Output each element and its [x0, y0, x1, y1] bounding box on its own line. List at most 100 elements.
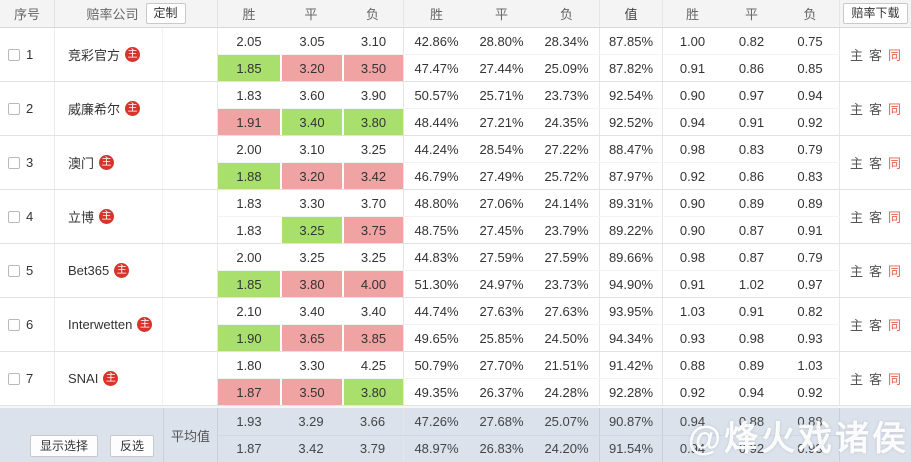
odds-cell: 2.10: [236, 303, 262, 319]
odds-cell: 1.88: [218, 163, 280, 189]
row-checkbox[interactable]: [8, 318, 20, 331]
company-cell[interactable]: 威廉希尔 主: [55, 82, 163, 135]
link-home[interactable]: 主: [849, 264, 863, 279]
average-footer: 显示选择 反选 平均值 1.93 3.29 3.66 47.26% 27.68%…: [0, 408, 911, 462]
value-cell: 92.54%: [600, 82, 663, 108]
value-cell: 93.95%: [600, 298, 663, 324]
row-checkbox[interactable]: [8, 156, 20, 169]
link-home[interactable]: 主: [849, 372, 863, 387]
kelly-cell: 0.79: [781, 136, 840, 162]
odds-cell: 3.10: [342, 28, 404, 54]
row-checkbox[interactable]: [8, 372, 20, 385]
row-checkbox[interactable]: [8, 48, 20, 61]
average-line: 1.93 3.29 3.66 47.26% 27.68% 25.07% 90.8…: [218, 408, 840, 436]
customize-button[interactable]: 定制: [145, 3, 186, 24]
invert-selection-button[interactable]: 反选: [110, 434, 155, 457]
home-badge: 主: [137, 317, 153, 332]
value-cell: 87.82%: [600, 55, 663, 81]
company-cell[interactable]: Bet365 主: [55, 244, 163, 297]
odds-line: 1.91 3.40 3.80 48.44% 27.21% 24.35% 92.5…: [218, 109, 840, 135]
link-same[interactable]: 同: [888, 48, 902, 63]
link-away[interactable]: 客: [868, 210, 882, 225]
link-home[interactable]: 主: [849, 48, 863, 63]
prob-cell: 27.21%: [479, 114, 524, 130]
kelly-cell: 0.82: [738, 33, 765, 49]
odds-cell: 3.60: [280, 82, 342, 108]
link-away[interactable]: 客: [868, 48, 882, 63]
table-row: 3 澳门 主 2.00 3.10 3.25 44.24% 28.54% 27.2…: [0, 136, 911, 190]
company-cell[interactable]: SNAI 主: [55, 352, 163, 405]
odds-cell: 3.80: [280, 271, 342, 297]
avg-odds-cell: 1.87: [236, 441, 262, 457]
link-away[interactable]: 客: [868, 264, 882, 279]
prob-cell: 27.59%: [534, 244, 600, 270]
home-badge: 主: [99, 209, 115, 224]
prob-cell: 27.59%: [479, 249, 524, 265]
prob-cell: 51.30%: [414, 276, 459, 292]
odds-cell: 2.05: [236, 33, 262, 49]
odds-lines: 1.83 3.60 3.90 50.57% 25.71% 23.73% 92.5…: [218, 82, 840, 135]
link-home[interactable]: 主: [849, 210, 863, 225]
link-same[interactable]: 同: [888, 156, 902, 171]
header-odds-col: 胜: [242, 7, 256, 22]
link-same[interactable]: 同: [888, 102, 902, 117]
row-checkbox[interactable]: [8, 264, 20, 277]
odds-line: 1.83 3.30 3.70 48.80% 27.06% 24.14% 89.3…: [218, 190, 840, 217]
odds-cell: 3.85: [342, 325, 404, 351]
kelly-cell: 1.00: [679, 33, 706, 49]
header-download: 赔率下载: [840, 0, 911, 27]
row-links-cell: 主 客 同: [840, 82, 911, 135]
company-cell[interactable]: 竞彩官方 主: [55, 28, 163, 81]
row-checkbox[interactable]: [8, 210, 20, 223]
link-home[interactable]: 主: [849, 102, 863, 117]
row-seq-cell: 4: [0, 190, 55, 243]
partial-row: [0, 406, 911, 408]
link-away[interactable]: 客: [868, 102, 882, 117]
link-same[interactable]: 同: [888, 372, 902, 387]
prob-cell: 24.35%: [534, 109, 600, 135]
kelly-cell: 0.91: [738, 114, 765, 130]
kelly-cell: 0.83: [781, 163, 840, 189]
company-cell[interactable]: Interwetten 主: [55, 298, 163, 351]
odds-cell: 1.83: [236, 87, 262, 103]
home-badge: 主: [125, 101, 141, 116]
odds-download-button[interactable]: 赔率下载: [843, 3, 908, 24]
prob-cell: 49.35%: [414, 384, 459, 400]
kelly-cell: 0.92: [679, 168, 706, 184]
header-odds-col: 负: [342, 0, 404, 27]
kelly-cell: 0.91: [781, 217, 840, 243]
company-cell[interactable]: 澳门 主: [55, 136, 163, 189]
kelly-cell: 0.89: [738, 357, 765, 373]
home-badge: 主: [114, 263, 130, 278]
link-same[interactable]: 同: [888, 264, 902, 279]
prob-cell: 48.75%: [414, 222, 459, 238]
odds-lines: 1.80 3.30 4.25 50.79% 27.70% 21.51% 91.4…: [218, 352, 840, 405]
table-row: 1 竞彩官方 主 2.05 3.05 3.10 42.86% 28.80% 28…: [0, 28, 911, 82]
prob-cell: 27.49%: [479, 168, 524, 184]
prob-cell: 21.51%: [534, 352, 600, 378]
odds-line: 1.88 3.20 3.42 46.79% 27.49% 25.72% 87.9…: [218, 163, 840, 189]
company-spacer-cell: [163, 28, 218, 81]
odds-cell: 3.65: [280, 325, 342, 351]
table-row: 4 立博 主 1.83 3.30 3.70 48.80% 27.06% 24.1…: [0, 190, 911, 244]
value-cell: 88.47%: [600, 136, 663, 162]
show-selection-button[interactable]: 显示选择: [30, 434, 99, 457]
link-same[interactable]: 同: [888, 318, 902, 333]
odds-line: 1.87 3.50 3.80 49.35% 26.37% 24.28% 92.2…: [218, 379, 840, 405]
company-spacer-cell: [163, 190, 218, 243]
link-same[interactable]: 同: [888, 210, 902, 225]
link-home[interactable]: 主: [849, 318, 863, 333]
kelly-cell: 0.90: [679, 195, 706, 211]
link-home[interactable]: 主: [849, 156, 863, 171]
link-away[interactable]: 客: [868, 318, 882, 333]
row-checkbox[interactable]: [8, 102, 20, 115]
odds-cell: 2.00: [236, 249, 262, 265]
link-away[interactable]: 客: [868, 156, 882, 171]
company-cell[interactable]: 立博 主: [55, 190, 163, 243]
odds-cell: 1.90: [218, 325, 280, 351]
kelly-cell: 0.97: [738, 87, 765, 103]
link-away[interactable]: 客: [868, 372, 882, 387]
odds-line: 2.00 3.10 3.25 44.24% 28.54% 27.22% 88.4…: [218, 136, 840, 163]
avg-odds-cell: 3.66: [342, 408, 404, 435]
